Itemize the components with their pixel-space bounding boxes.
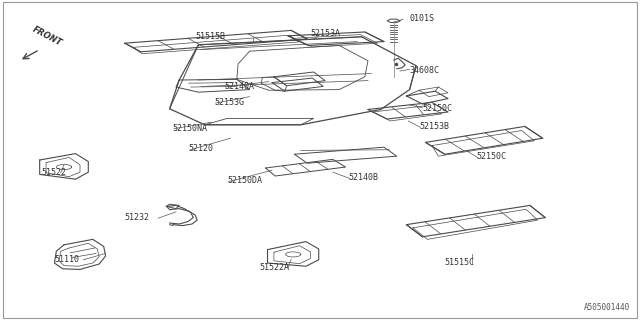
Text: 52140A: 52140A bbox=[224, 82, 254, 91]
Text: 51232: 51232 bbox=[125, 213, 150, 222]
Text: 52153A: 52153A bbox=[310, 29, 340, 38]
Text: 51110: 51110 bbox=[54, 255, 79, 264]
Text: 52153B: 52153B bbox=[419, 122, 449, 131]
Text: 51522A: 51522A bbox=[259, 263, 289, 272]
Text: 52150NA: 52150NA bbox=[173, 124, 208, 132]
Text: 52153G: 52153G bbox=[214, 98, 244, 107]
Text: 0101S: 0101S bbox=[410, 14, 435, 23]
Text: 51515C: 51515C bbox=[445, 258, 475, 267]
Text: 52140B: 52140B bbox=[349, 173, 379, 182]
Text: 52150C: 52150C bbox=[477, 152, 507, 161]
Text: 52150DA: 52150DA bbox=[227, 176, 262, 185]
Text: A505001440: A505001440 bbox=[584, 303, 630, 312]
Text: 51515B: 51515B bbox=[195, 32, 225, 41]
Text: 52150C: 52150C bbox=[422, 104, 452, 113]
Text: 52120: 52120 bbox=[189, 144, 214, 153]
Text: 51522: 51522 bbox=[42, 168, 67, 177]
Text: 34608C: 34608C bbox=[410, 66, 440, 75]
Text: FRONT: FRONT bbox=[31, 25, 63, 48]
